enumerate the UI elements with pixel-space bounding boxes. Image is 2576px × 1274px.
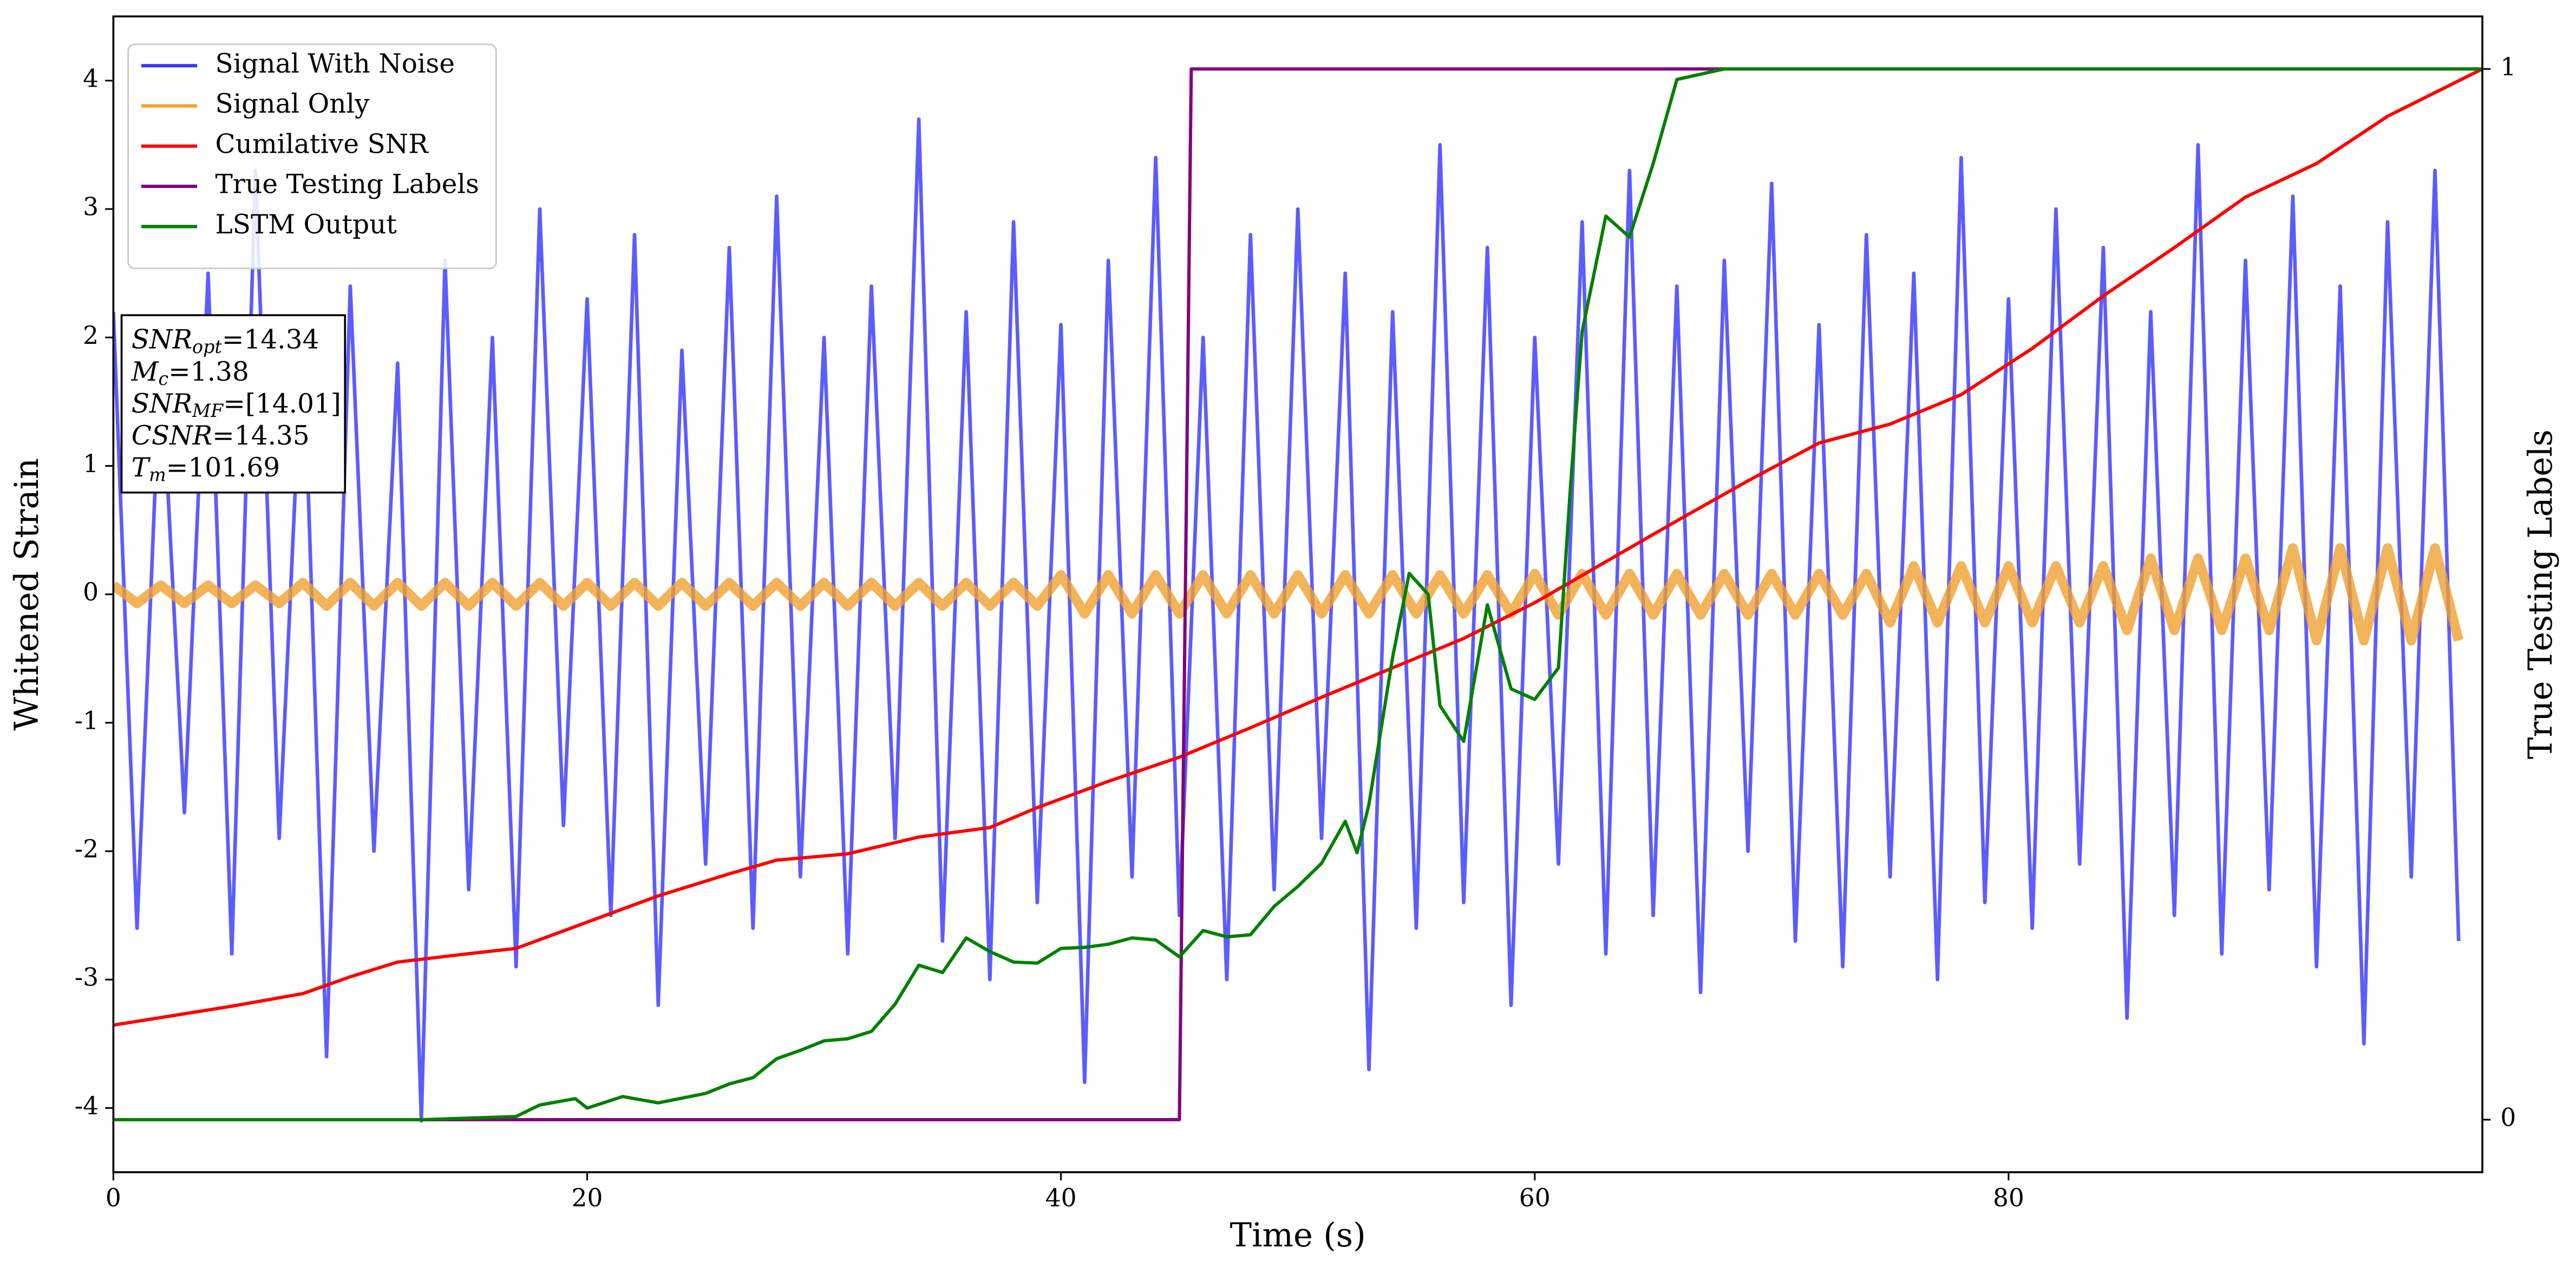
y-tick-label: -3 xyxy=(75,963,99,992)
annotation-symbol: CSNR xyxy=(132,421,212,451)
annotation-subscript: MF xyxy=(192,400,224,421)
legend-label: LSTM Output xyxy=(215,210,397,240)
annotation-value: =1.38 xyxy=(168,356,249,387)
annotation-subscript: m xyxy=(149,464,166,485)
x-tick-label: 80 xyxy=(1993,1184,2024,1212)
annotation-line: Mc=1.38 xyxy=(131,356,249,389)
series-line xyxy=(113,543,2464,646)
legend-label: Signal With Noise xyxy=(215,49,455,79)
x-axis-label: Time (s) xyxy=(1230,1217,1366,1255)
annotation-value: =14.35 xyxy=(212,421,310,451)
annotation-value: =101.69 xyxy=(166,453,280,483)
y-tick-label: 3 xyxy=(83,193,99,221)
x-tick-label: 60 xyxy=(1519,1184,1551,1212)
x-tick-label: 0 xyxy=(106,1184,121,1212)
series-line xyxy=(113,67,2483,1122)
legend-label: Cumilative SNR xyxy=(215,129,429,159)
annotation-symbol: SNR xyxy=(132,324,192,355)
y-tick-label: -1 xyxy=(75,706,99,735)
y2-tick-label: 0 xyxy=(2500,1103,2516,1132)
y-tick-label: 2 xyxy=(83,321,99,350)
annotation-subscript: c xyxy=(158,368,168,389)
annotation-line: SNRMF=[14.01] xyxy=(132,388,341,421)
annotation-value: =14.34 xyxy=(222,324,319,355)
annotation-subscript: opt xyxy=(192,336,222,357)
plot-area xyxy=(113,67,2483,1123)
annotation-value: =[14.01] xyxy=(223,388,341,419)
y2-tick-label: 1 xyxy=(2500,53,2516,81)
annotation-line: SNRopt=14.34 xyxy=(132,324,319,357)
y-tick-label: -4 xyxy=(75,1092,99,1120)
y-tick-label: 1 xyxy=(83,449,99,478)
annotation-symbol: SNR xyxy=(132,388,192,419)
annotation-line: Tm=101.69 xyxy=(132,453,280,486)
annotation-symbol: T xyxy=(132,453,151,483)
annotation-symbol: M xyxy=(131,356,159,387)
x-tick-label: 40 xyxy=(1045,1184,1077,1212)
series-line xyxy=(113,67,2483,1027)
x-tick-label: 20 xyxy=(572,1184,603,1212)
y-tick-label: 0 xyxy=(83,578,99,606)
legend-label: Signal Only xyxy=(215,89,370,119)
annotation-box xyxy=(120,314,346,494)
annotation-line: CSNR=14.35 xyxy=(132,421,310,451)
legend-label: True Testing Labels xyxy=(215,169,479,200)
y-axis-label: Whitened Strain xyxy=(8,458,46,731)
series-line xyxy=(113,117,2461,1123)
y-tick-label: -2 xyxy=(75,835,99,864)
y-tick-label: 4 xyxy=(83,64,99,93)
y2-axis-label: True Testing Labels xyxy=(2522,429,2560,759)
legend-box xyxy=(127,43,497,270)
